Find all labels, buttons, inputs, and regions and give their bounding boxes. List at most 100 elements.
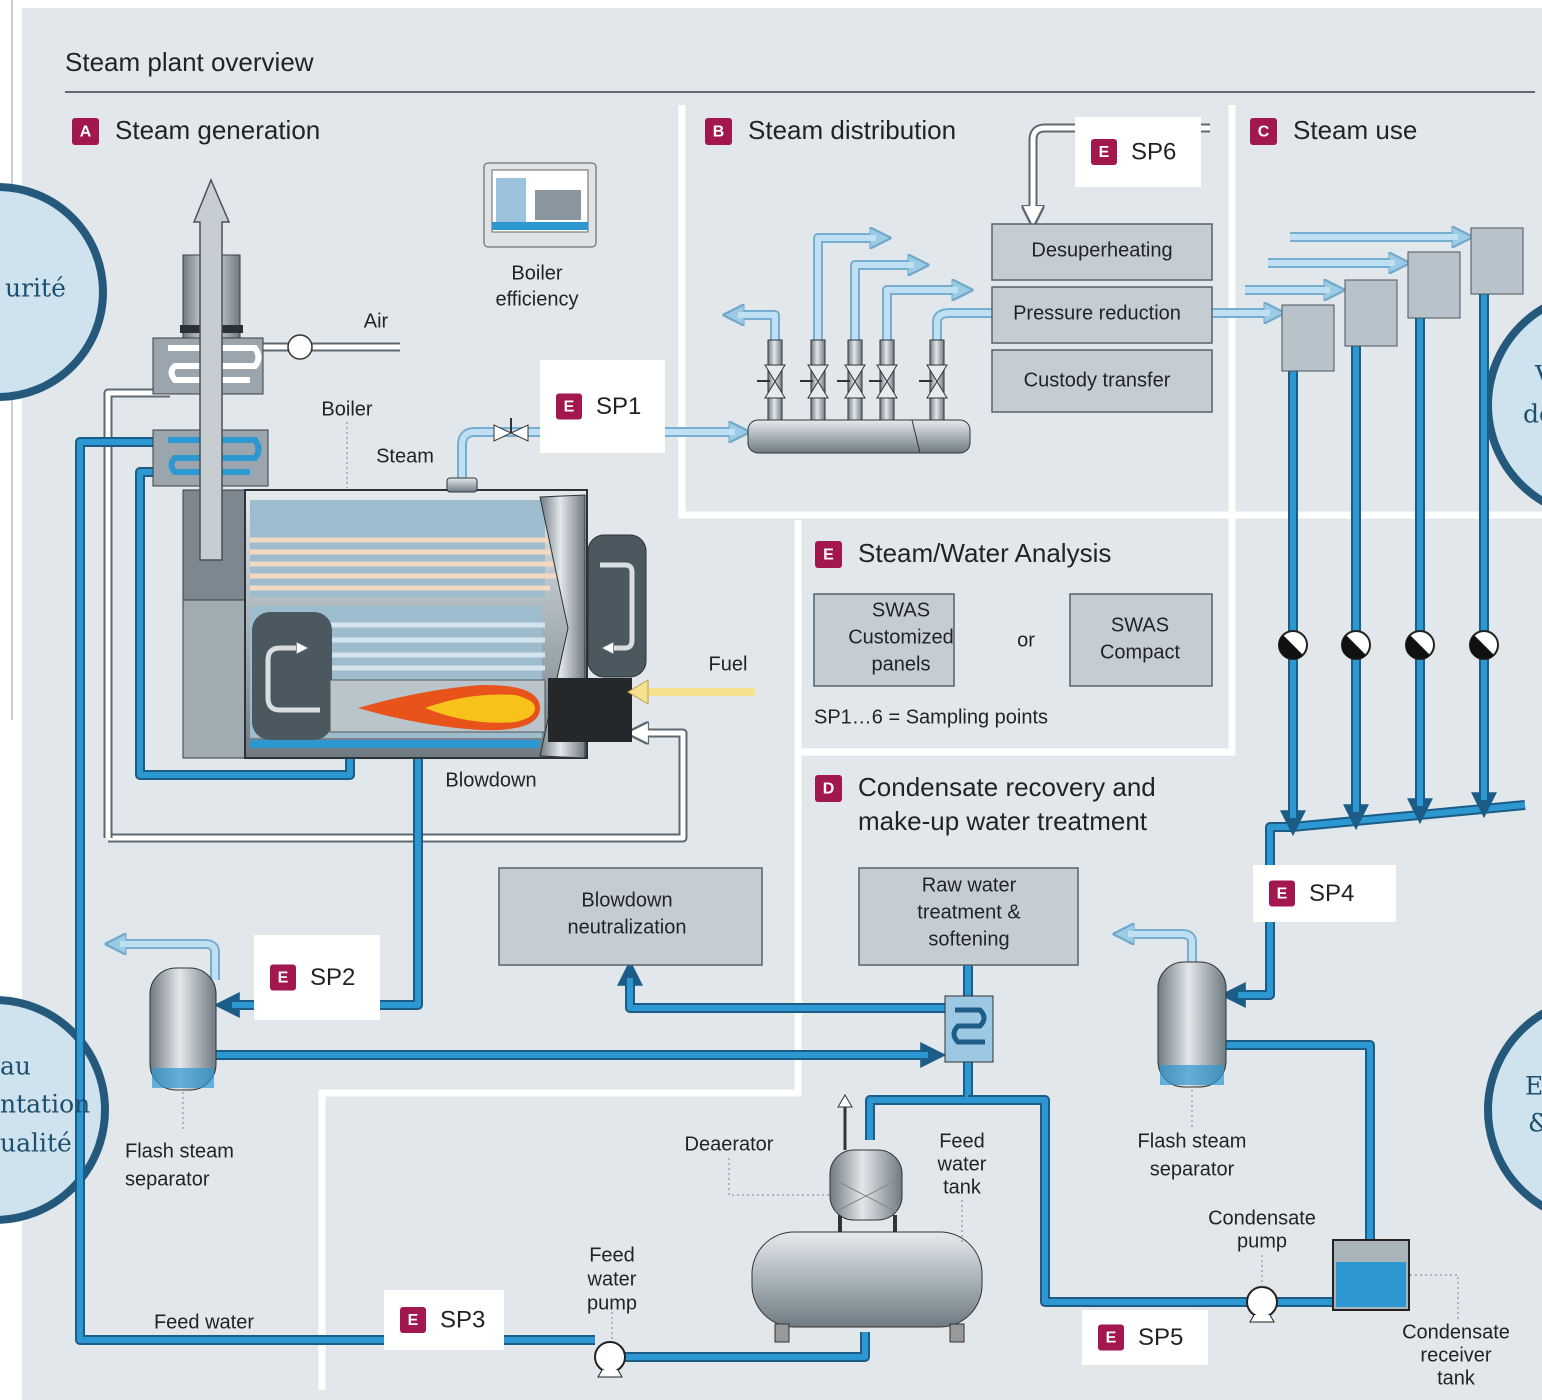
process-box-label: neutralization xyxy=(568,916,687,938)
process-box-label: softening xyxy=(928,928,1009,950)
swas-option: panels xyxy=(872,653,931,675)
badge-letter: B xyxy=(713,124,725,141)
badge-letter: E xyxy=(1099,144,1110,161)
badge-letter: C xyxy=(1258,124,1270,141)
badge-letter: E xyxy=(564,399,575,416)
process-box-label: treatment & xyxy=(917,901,1021,923)
boiler xyxy=(588,535,646,677)
side-tab-label: de xyxy=(1523,400,1542,429)
sampling-point-label: SP6 xyxy=(1131,138,1176,165)
badge-letter: E xyxy=(278,970,289,987)
deaerator xyxy=(752,1232,982,1327)
receiver-tank xyxy=(1336,1262,1406,1307)
process-box-label: Custody transfer xyxy=(1024,369,1171,391)
section-title: Steam generation xyxy=(115,115,320,145)
badge-letter: D xyxy=(823,781,835,798)
component-label: Deaerator xyxy=(685,1133,774,1155)
monitor-icon xyxy=(492,222,588,230)
component-label: Feed xyxy=(939,1130,985,1152)
side-tab-label: V xyxy=(1534,361,1542,390)
component-label: Feed water xyxy=(154,1311,254,1333)
component-label: Boiler xyxy=(511,262,562,284)
component-label: separator xyxy=(125,1168,210,1190)
steam-plant-diagram: Steam plant overview A Steam generation B St… xyxy=(0,0,1542,1400)
section-title: Steam distribution xyxy=(748,115,956,145)
component-label: Flash steam xyxy=(1138,1130,1247,1152)
swas-option: Customized xyxy=(848,626,954,648)
monitor-icon xyxy=(484,163,596,247)
swas-option: SWAS xyxy=(872,599,930,621)
side-tab-label: urité xyxy=(5,274,66,303)
monitor-icon xyxy=(535,190,581,220)
badge-letter: E xyxy=(1106,1330,1117,1347)
component-label: Condensate xyxy=(1402,1321,1510,1343)
component-label: water xyxy=(587,1268,637,1290)
component-label: Steam xyxy=(376,445,434,467)
component-label: Boiler xyxy=(321,398,372,420)
section-title: Steam use xyxy=(1293,115,1417,145)
section-title: Steam/Water Analysis xyxy=(858,538,1111,568)
swas-note: SP1…6 = Sampling points xyxy=(814,706,1048,728)
steam-use-exchanger xyxy=(1408,252,1460,318)
separator-vessel xyxy=(1160,1065,1224,1085)
component-label: Blowdown xyxy=(445,769,536,791)
component-label: tank xyxy=(943,1176,982,1198)
side-tab-label: E xyxy=(1525,1072,1542,1101)
component-label: Condensate xyxy=(1208,1207,1316,1229)
steam-use-exchanger xyxy=(1345,280,1397,346)
component-label: separator xyxy=(1150,1158,1235,1180)
stack xyxy=(183,600,245,758)
process-box-label: Raw water xyxy=(922,874,1017,896)
deaerator xyxy=(775,1324,789,1342)
pump xyxy=(1247,1287,1277,1317)
section-title: Condensate recovery and xyxy=(858,772,1156,802)
steam-use-exchanger xyxy=(1471,228,1523,294)
component-label: receiver xyxy=(1420,1344,1491,1366)
heat-exchanger xyxy=(945,996,993,1062)
swas-option: SWAS xyxy=(1111,614,1169,636)
component-label: Flash steam xyxy=(125,1140,234,1162)
process-box-label: Blowdown xyxy=(581,889,672,911)
side-tab-label: ualité xyxy=(0,1129,72,1158)
side-tab-label: & xyxy=(1528,1109,1542,1138)
boiler xyxy=(447,478,477,492)
boiler xyxy=(250,500,545,597)
process-box-label: Desuperheating xyxy=(1031,239,1172,261)
badge-letter: E xyxy=(823,547,834,564)
receiver-tank xyxy=(1333,1240,1409,1310)
manifold xyxy=(748,420,970,453)
pump xyxy=(595,1342,625,1372)
component-label: Air xyxy=(364,310,389,332)
component-label: pump xyxy=(1237,1230,1287,1252)
deaerator xyxy=(950,1324,964,1342)
section-title: make-up water treatment xyxy=(858,806,1148,836)
component-label: Feed xyxy=(589,1244,635,1266)
sampling-point-label: SP2 xyxy=(310,964,355,991)
boiler xyxy=(252,612,332,740)
air-damper xyxy=(288,335,312,359)
badge-letter: E xyxy=(1277,886,1288,903)
component-label: water xyxy=(937,1153,987,1175)
monitor-icon xyxy=(496,178,526,224)
boiler xyxy=(250,740,540,748)
component-label: efficiency xyxy=(495,288,578,310)
sampling-point-label: SP5 xyxy=(1138,1324,1183,1351)
sampling-point-label: SP3 xyxy=(440,1306,485,1333)
component-label: tank xyxy=(1437,1367,1476,1389)
process-box xyxy=(1070,594,1212,686)
page-title: Steam plant overview xyxy=(65,47,314,77)
boiler xyxy=(548,678,632,742)
component-label: Fuel xyxy=(709,653,748,675)
steam-use-exchanger xyxy=(1282,305,1334,371)
sampling-point-label: SP4 xyxy=(1309,880,1354,907)
swas-connector: or xyxy=(1017,629,1035,651)
side-tab-label: au xyxy=(0,1052,31,1081)
side-tab-label: ntation xyxy=(0,1090,90,1119)
pump xyxy=(598,1370,622,1377)
swas-option: Compact xyxy=(1100,641,1180,663)
pump xyxy=(1250,1315,1274,1322)
manifold xyxy=(748,420,970,453)
heat-exchanger xyxy=(945,996,993,1062)
badge-letter: A xyxy=(80,124,92,141)
component-label: pump xyxy=(587,1292,637,1314)
